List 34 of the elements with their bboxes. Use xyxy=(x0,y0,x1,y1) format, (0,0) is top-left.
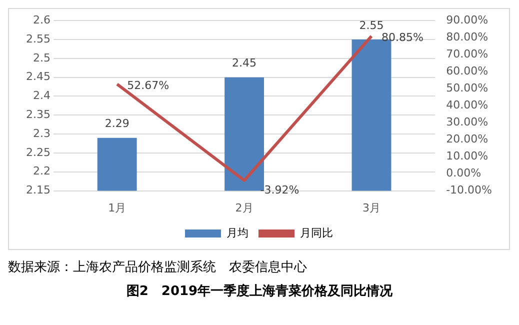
y-tick-label: 2.3 xyxy=(32,126,50,140)
y2-tick-label: 10.00% xyxy=(446,150,488,163)
data-label: 80.85% xyxy=(381,31,424,44)
x-tick-label: 3月 xyxy=(362,201,380,214)
y2-tick-label: 70.00% xyxy=(446,48,488,60)
y-tick-label: 2.25 xyxy=(26,146,50,159)
y2-tick-label: 90.00% xyxy=(446,13,488,26)
y2-tick-label: -10.00% xyxy=(446,184,492,197)
legend-label: 月均 xyxy=(226,226,248,240)
y2-tick-label: 50.00% xyxy=(446,82,488,95)
data-label: 2.45 xyxy=(232,56,257,70)
y-tick-label: 2.5 xyxy=(32,51,50,64)
y-tick-label: 2.15 xyxy=(26,184,50,197)
data-label: 2.29 xyxy=(104,117,130,130)
y-tick-label: 2.4 xyxy=(32,89,50,102)
data-label: 52.67% xyxy=(127,78,170,92)
y2-tick-label: 60.00% xyxy=(446,64,488,78)
data-label: -3.92% xyxy=(260,183,300,196)
legend-label: 月同比 xyxy=(300,226,333,240)
text: 图2 2019年一季度上海青菜价格及同比情况 xyxy=(125,282,394,300)
x-tick-label: 2月 xyxy=(235,201,254,214)
source-note: 数据来源：上海农产品价格监测系统 农委信息中心 xyxy=(8,259,308,276)
y2-tick-label: 40.00% xyxy=(446,98,488,112)
y-tick-label: 2.35 xyxy=(26,108,50,122)
y-tick-label: 2.6 xyxy=(32,13,50,26)
y2-tick-label: 0.00% xyxy=(446,166,482,180)
data-label: 2.55 xyxy=(359,18,384,32)
y-tick-label: 2.55 xyxy=(26,32,50,46)
y2-tick-label: 80.00% xyxy=(446,30,488,44)
x-tick-label: 1月 xyxy=(108,201,126,214)
y-tick-label: 2.45 xyxy=(26,70,50,84)
y-tick-label: 2.2 xyxy=(32,164,50,178)
y2-tick-label: 30.00% xyxy=(446,116,488,129)
y2-tick-label: 20.00% xyxy=(446,132,488,146)
